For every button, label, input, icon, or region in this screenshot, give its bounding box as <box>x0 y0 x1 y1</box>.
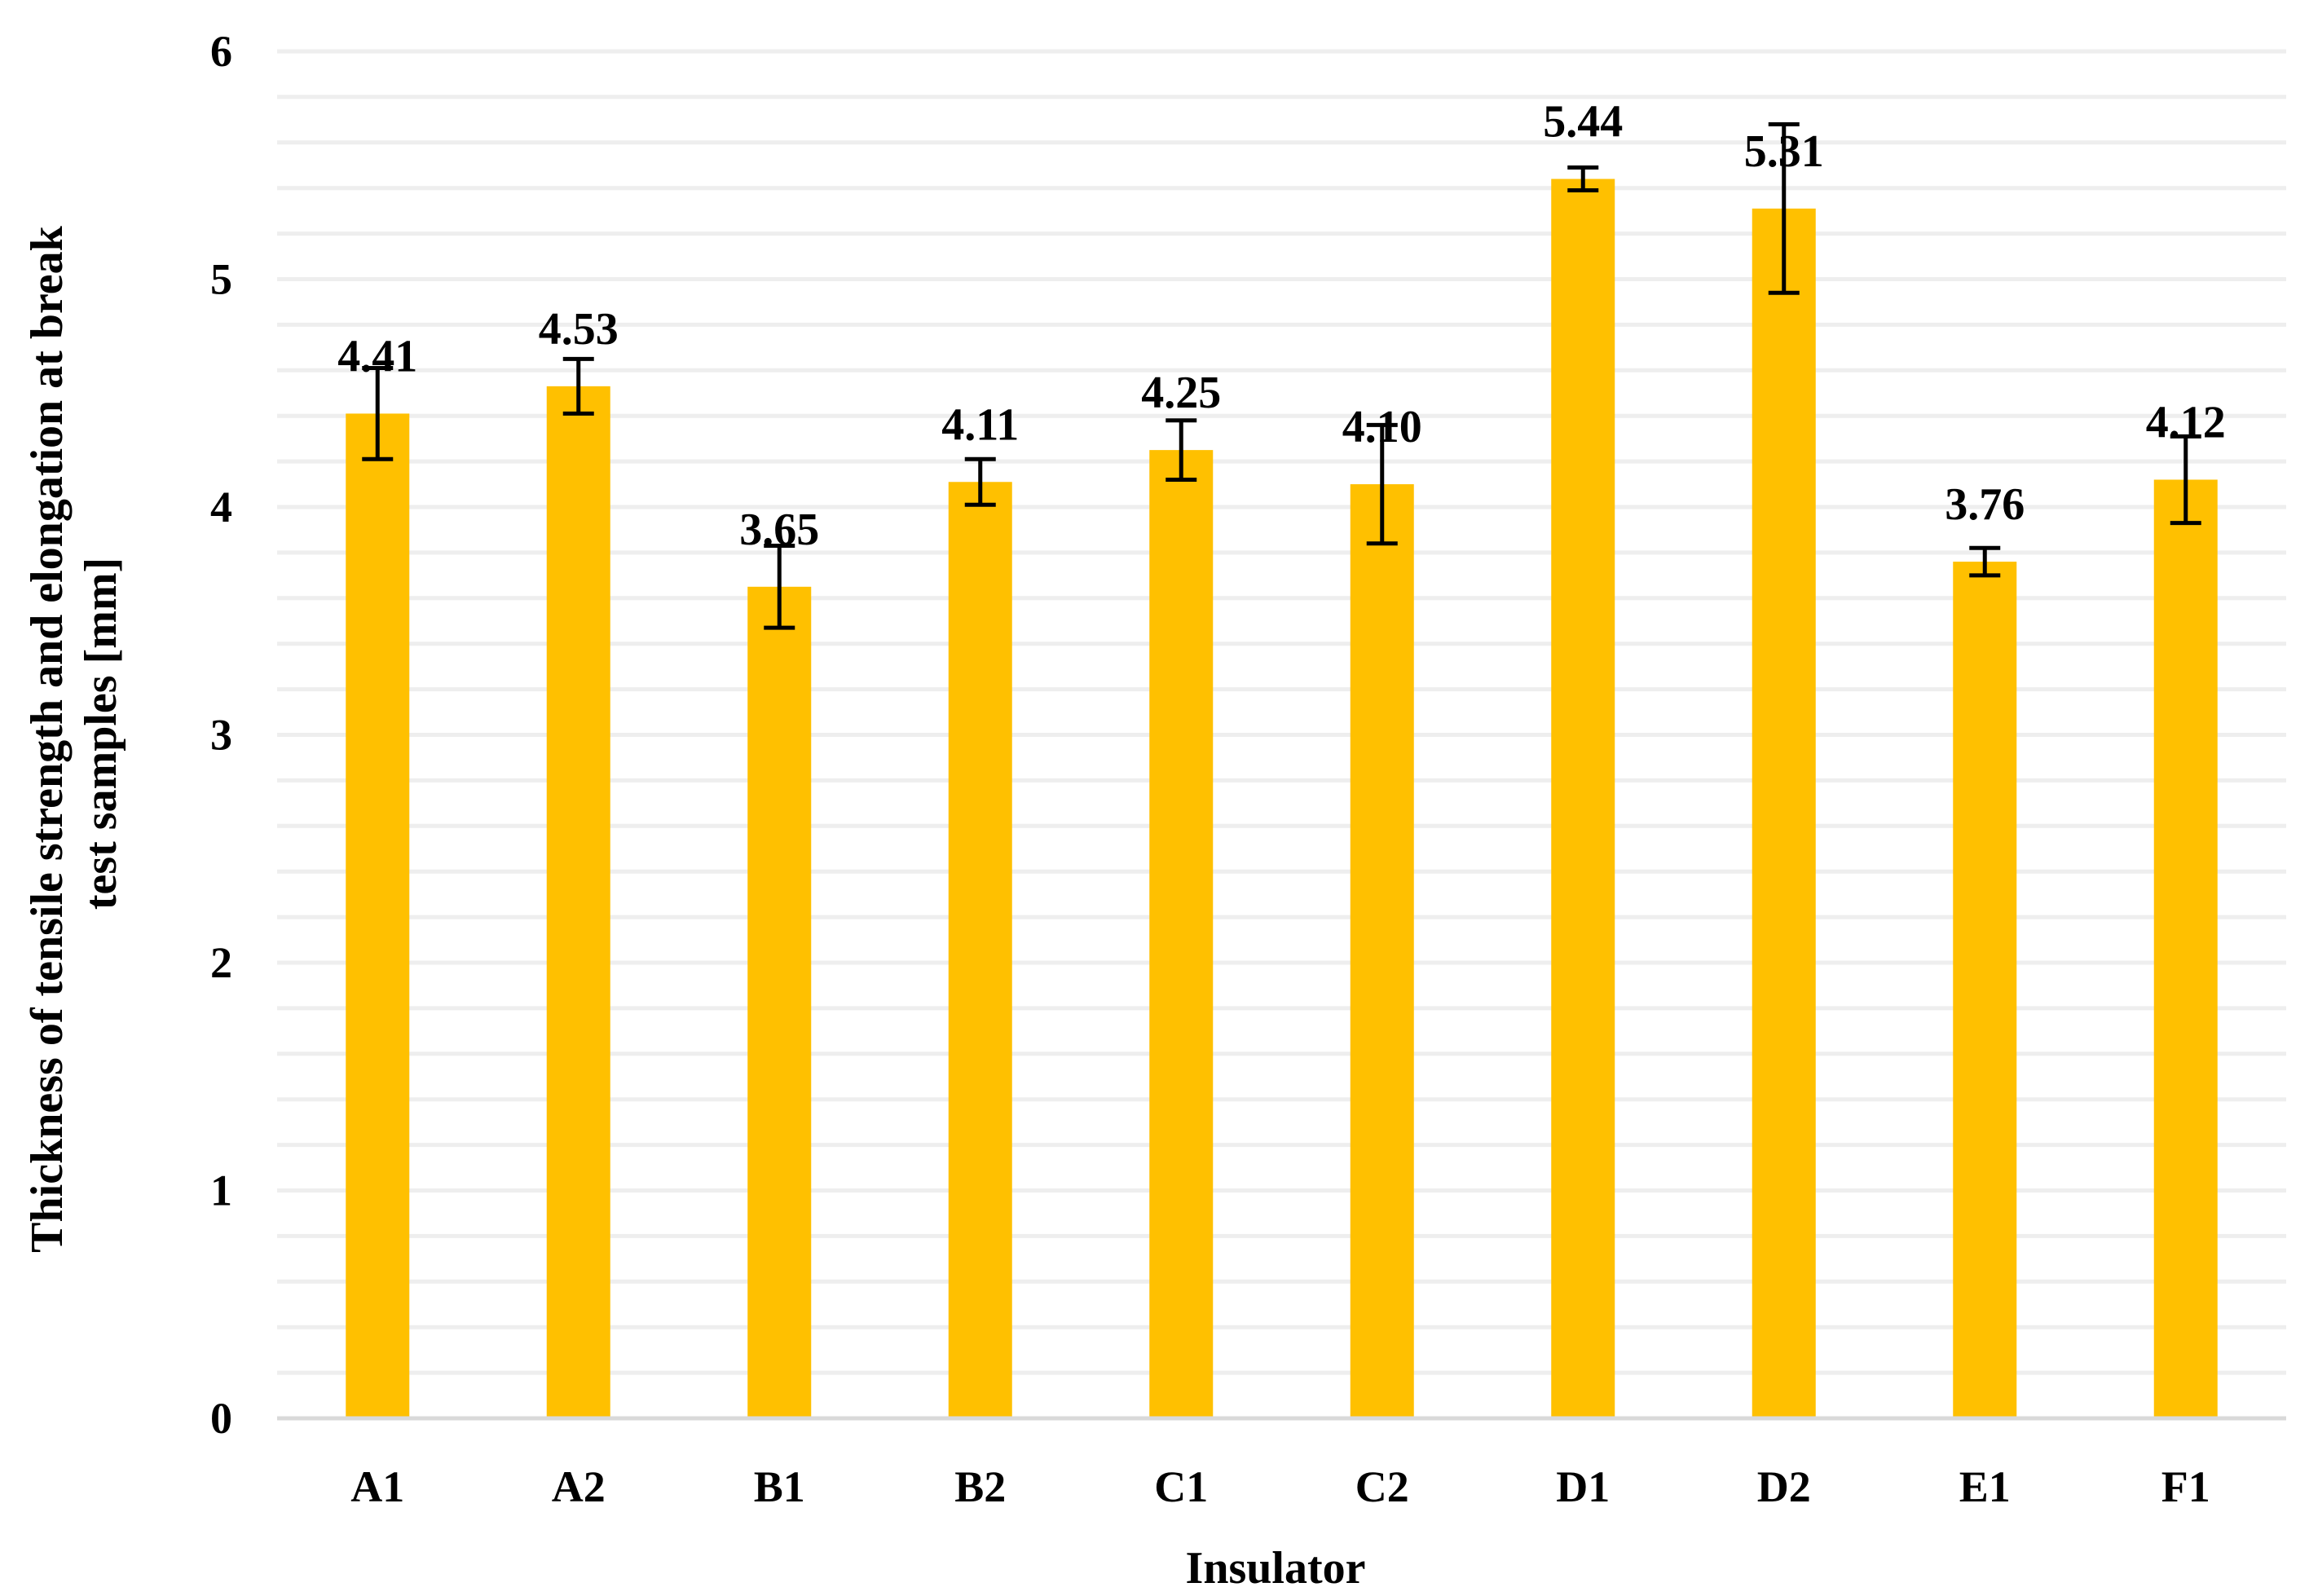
error-bar-a2 <box>562 356 594 416</box>
data-label-b2: 4.11 <box>941 399 1019 450</box>
bar-b2 <box>948 482 1012 1418</box>
data-label-c2: 4.10 <box>1342 402 1422 452</box>
grid-lines <box>277 49 2286 1375</box>
y-axis-title-line-1: Thickness of tensile strength and elonga… <box>22 225 73 1252</box>
error-bar-b1 <box>764 544 795 630</box>
bar-c2 <box>1350 484 1414 1418</box>
x-tick-label: D2 <box>1757 1462 1811 1511</box>
bar-e1 <box>1953 562 2017 1418</box>
error-bar-d1 <box>1567 165 1599 192</box>
error-bar-d2 <box>1768 121 1800 295</box>
error-bar-b2 <box>964 456 996 507</box>
error-bar-c1 <box>1166 418 1197 482</box>
y-axis-title: Thickness of tensile strength and elonga… <box>22 214 126 1253</box>
y-axis-title-line-2: test samples [mm] <box>76 558 126 910</box>
data-label-a2: 4.53 <box>539 304 619 355</box>
error-bar-f1 <box>2170 434 2201 526</box>
data-label-a1: 4.41 <box>337 331 417 381</box>
x-tick-label: B1 <box>754 1462 805 1511</box>
y-tick-label: 4 <box>210 483 232 531</box>
y-tick-label: 1 <box>210 1166 232 1215</box>
data-label-e1: 3.76 <box>1945 479 2025 530</box>
bar-a2 <box>546 386 610 1418</box>
x-tick-label: D1 <box>1556 1462 1610 1511</box>
data-label-c1: 4.25 <box>1141 368 1221 418</box>
bar-d2 <box>1752 208 1816 1419</box>
error-bar-a1 <box>362 366 394 461</box>
bar-a1 <box>346 413 410 1418</box>
data-label-d2: 5.31 <box>1744 126 1824 177</box>
y-tick-label: 6 <box>210 27 232 76</box>
data-labels: 4.41 4.53 3.65 4.11 4.25 4.10 5.44 5.31 3.76 4.12 <box>337 97 2226 555</box>
bar-c1 <box>1149 450 1214 1418</box>
error-bar-c2 <box>1366 422 1398 546</box>
bar-d1 <box>1551 179 1615 1418</box>
y-tick-label: 5 <box>210 255 232 304</box>
x-tick-labels: A1 A2 B1 B2 C1 C2 D1 D2 E1 F1 <box>350 1462 2210 1511</box>
x-tick-label: B2 <box>954 1462 1006 1511</box>
bar-b1 <box>747 586 812 1418</box>
data-label-d1: 5.44 <box>1543 97 1623 148</box>
y-tick-label: 0 <box>210 1394 232 1443</box>
data-label-f1: 4.12 <box>2146 397 2226 447</box>
x-tick-label: E1 <box>1959 1462 2011 1511</box>
x-tick-label: A1 <box>350 1462 404 1511</box>
y-tick-labels: 0 1 2 3 4 5 6 <box>210 27 232 1443</box>
x-tick-label: F1 <box>2161 1462 2210 1511</box>
error-bars <box>362 121 2201 630</box>
bar-f1 <box>2153 479 2218 1419</box>
bars <box>346 179 2218 1419</box>
y-tick-label: 3 <box>210 711 232 760</box>
x-axis-title: Insulator <box>1186 1543 1366 1594</box>
x-tick-label: A2 <box>552 1462 606 1511</box>
data-label-b1: 3.65 <box>739 505 819 555</box>
error-bar-e1 <box>1969 545 2001 578</box>
x-tick-label: C1 <box>1154 1462 1208 1511</box>
x-tick-label: C2 <box>1355 1462 1409 1511</box>
y-tick-label: 2 <box>210 938 232 987</box>
